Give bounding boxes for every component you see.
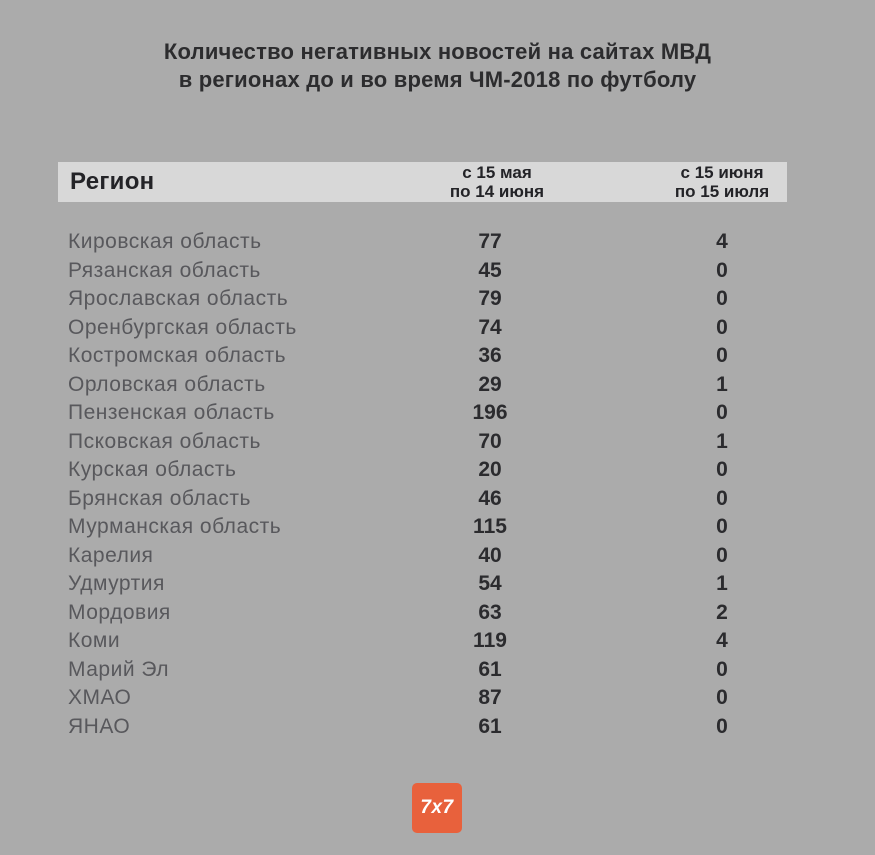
value-before: 46 [478,486,502,510]
value-during: 0 [716,315,728,339]
table-row: ЯНАО 61 0 [58,713,787,742]
table-row: ХМАО 87 0 [58,684,787,713]
table-row: Мурманская область 115 0 [58,513,787,542]
value-during: 4 [716,629,728,652]
value-during: 0 [716,543,728,567]
region-name: ХМАО [68,686,132,709]
region-name: Костромская область [68,344,287,367]
region-name: Рязанская область [68,258,261,282]
value-during: 1 [716,372,728,396]
table-row: Рязанская область 45 0 [58,257,787,286]
period1-column-header: с 15 мая по 14 июня [397,162,597,202]
region-name: Курская область [68,458,237,481]
value-before: 61 [478,714,502,738]
region-name: Марий Эл [68,657,170,681]
period1-header-line2: по 14 июня [449,182,545,201]
table-row: Ярославская область 79 0 [58,285,787,314]
page-title-line2: в регионах до и во время ЧМ-2018 по футб… [178,67,697,92]
region-column-header: Регион [70,168,155,195]
page-title-line1: Количество негативных новостей на сайтах… [163,39,712,64]
region-name: Пензенская область [68,401,275,424]
value-during: 0 [716,515,728,538]
value-before: 70 [478,429,502,453]
value-during: 0 [716,486,728,510]
value-before: 36 [478,344,502,367]
logo-7x7: 7x7 [412,783,462,833]
value-during: 0 [716,458,728,481]
page-title: Количество негативных новостей на сайтах… [0,38,875,94]
region-name: Карелия [68,543,154,567]
value-before: 115 [473,515,507,538]
table-row: Пензенская область 196 0 [58,399,787,428]
table-row: Коми 119 4 [58,627,787,656]
region-name: Удмуртия [68,572,165,595]
value-before: 74 [478,315,502,339]
table-row: Марий Эл 61 0 [58,656,787,685]
table-row: Оренбургская область 74 0 [58,314,787,343]
value-before: 29 [478,372,502,396]
period2-header-line2: по 15 июля [674,182,770,201]
value-during: 1 [716,572,728,595]
value-before: 40 [478,543,502,567]
value-during: 0 [716,714,728,738]
value-before: 79 [478,287,502,310]
region-name: Оренбургская область [68,315,297,339]
value-during: 4 [716,230,728,253]
value-before: 54 [478,572,502,595]
value-before: 45 [478,258,502,282]
value-before: 77 [478,230,502,253]
table-rows: Кировская область 77 4 Рязанская область… [58,228,787,741]
value-before: 63 [478,600,502,624]
table-row: Костромская область 36 0 [58,342,787,371]
region-name: Мурманская область [68,515,282,538]
region-name: Брянская область [68,486,251,510]
table-row: Псковская область 70 1 [58,428,787,457]
period2-column-header: с 15 июня по 15 июля [622,162,822,202]
value-during: 0 [716,401,728,424]
region-name: Коми [68,629,121,652]
period1-header-line1: с 15 мая [462,163,532,182]
value-during: 2 [716,600,728,624]
value-during: 0 [716,344,728,367]
value-before: 119 [473,629,507,652]
period2-header-line1: с 15 июня [680,163,764,182]
table-row: Удмуртия 54 1 [58,570,787,599]
value-before: 20 [478,458,502,481]
table-row: Кировская область 77 4 [58,228,787,257]
value-during: 1 [716,429,728,453]
region-name: Орловская область [68,372,266,396]
value-during: 0 [716,258,728,282]
value-before: 87 [478,686,502,709]
value-during: 0 [716,657,728,681]
table-row: Курская область 20 0 [58,456,787,485]
table-row: Брянская область 46 0 [58,485,787,514]
table-row: Карелия 40 0 [58,542,787,571]
table-row: Мордовия 63 2 [58,599,787,628]
value-during: 0 [716,686,728,709]
table-row: Орловская область 29 1 [58,371,787,400]
value-before: 61 [478,657,502,681]
region-name: Псковская область [68,429,261,453]
table-header: Регион с 15 мая по 14 июня с 15 июня по … [58,162,787,202]
region-name: Кировская область [68,230,262,253]
region-name: Ярославская область [68,287,289,310]
value-during: 0 [716,287,728,310]
value-before: 196 [472,401,508,424]
region-name: ЯНАО [68,714,131,738]
region-name: Мордовия [68,600,171,624]
